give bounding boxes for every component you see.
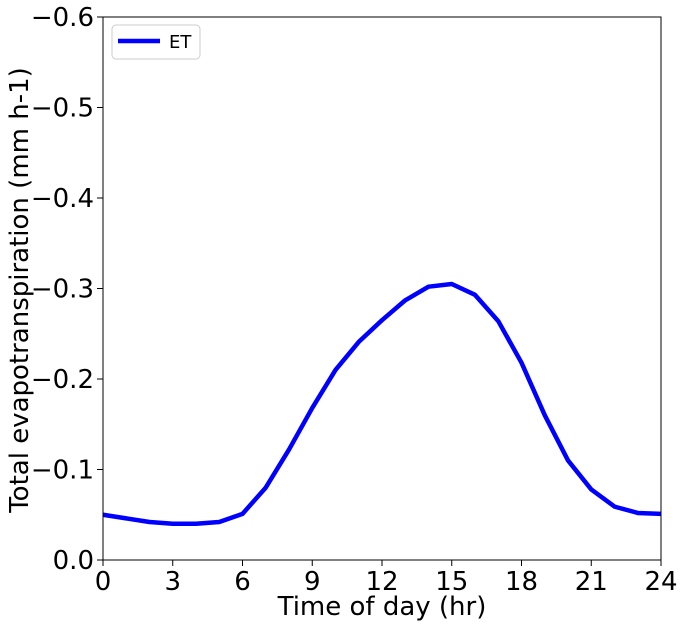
y-axis: 0.0 −0.1 −0.2 −0.3 −0.4 −0.5 −0.6 xyxy=(31,3,103,576)
x-tick-label: 18 xyxy=(505,567,538,597)
series-line-et xyxy=(102,281,662,527)
x-tick-label: 6 xyxy=(234,567,251,597)
x-tick-label: 12 xyxy=(365,567,398,597)
y-tick-label: −0.3 xyxy=(31,275,94,305)
x-tick-label: 21 xyxy=(575,567,608,597)
x-tick-label: 9 xyxy=(304,567,321,597)
y-tick-label: 0.0 xyxy=(53,546,94,576)
x-tick-label: 0 xyxy=(95,567,112,597)
y-tick-label: −0.6 xyxy=(31,3,94,33)
y-tick-label: −0.4 xyxy=(31,184,94,214)
y-tick-label: −0.1 xyxy=(31,456,94,486)
legend-label-et: ET xyxy=(169,32,192,53)
x-axis: 0 3 6 9 12 15 18 21 24 xyxy=(95,560,678,597)
x-tick-label: 15 xyxy=(435,567,468,597)
y-axis-label: Total evapotranspiration (mm h-1) xyxy=(5,67,35,514)
x-axis-label: Time of day (hr) xyxy=(277,592,487,622)
x-tick-label: 24 xyxy=(644,567,677,597)
y-tick-label: −0.5 xyxy=(31,94,94,124)
legend: ET xyxy=(111,24,201,60)
y-tick-label: −0.2 xyxy=(31,365,94,395)
plot-frame xyxy=(102,16,662,561)
x-tick-label: 3 xyxy=(164,567,181,597)
